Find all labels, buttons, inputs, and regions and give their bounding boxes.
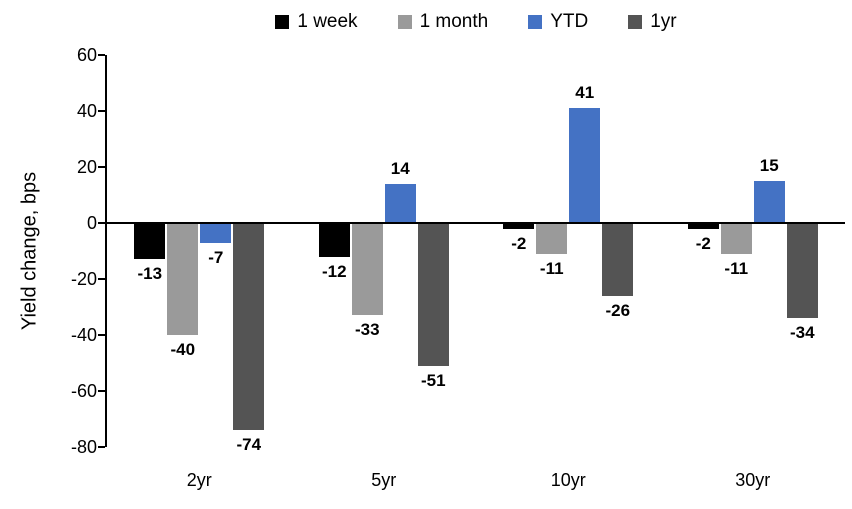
bar-1-month-10yr [536, 223, 568, 254]
bar-ytd-2yr [200, 223, 232, 243]
bar-1yr-10yr [602, 223, 634, 296]
bar-value-label: 15 [759, 156, 779, 175]
y-axis-tick [98, 390, 105, 392]
bar-1-month-5yr [351, 223, 383, 316]
legend-item-ytd: YTD [528, 11, 588, 33]
y-axis-tick [98, 54, 105, 56]
bar-value-label: -34 [789, 323, 815, 343]
bar-value-label: -51 [420, 370, 446, 390]
bar-ytd-5yr [384, 183, 416, 223]
legend-item-1-month: 1 month [397, 11, 489, 33]
legend-swatch-icon [397, 15, 412, 29]
bar-value-label: -7 [208, 247, 224, 267]
x-axis-category-label: 5yr [371, 470, 397, 490]
bar-value-label: -33 [354, 320, 380, 340]
bar-1-month-30yr [720, 223, 752, 254]
bar-1yr-30yr [786, 223, 818, 319]
bar-value-label: -11 [724, 258, 749, 278]
y-axis-tick-label: 40 [76, 101, 97, 121]
bar-value-label: -2 [695, 233, 711, 253]
y-axis-title: Yield change, bps [18, 171, 41, 331]
y-axis-tick [98, 446, 105, 448]
legend-swatch-icon [528, 15, 543, 29]
legend-label: YTD [550, 11, 589, 32]
x-axis-category-label: 30yr [735, 470, 771, 490]
y-axis-tick-label: -20 [70, 269, 97, 289]
bar-1-week-2yr [134, 223, 166, 260]
y-axis-tick-label: -60 [70, 381, 97, 401]
y-axis-tick [98, 278, 105, 280]
bar-value-label: -12 [321, 261, 347, 281]
bar-value-label: 14 [390, 158, 410, 178]
bar-value-label: -13 [137, 264, 163, 284]
bar-value-label: 41 [575, 83, 595, 103]
x-axis-category-label: 10yr [550, 470, 586, 490]
y-axis-tick-label: 0 [86, 213, 97, 233]
legend-item-1yr: 1yr [628, 11, 677, 33]
x-axis-zero-line [105, 222, 845, 224]
legend-label: 1yr [650, 11, 677, 32]
legend-swatch-icon [275, 15, 290, 29]
y-axis-tick [98, 166, 105, 168]
y-axis-tick-label: -80 [70, 437, 97, 457]
y-axis-tick-label: 60 [76, 45, 97, 65]
legend-item-1-week: 1 week [275, 11, 358, 33]
y-axis-line [105, 55, 107, 447]
bar-ytd-10yr [569, 108, 601, 223]
bar-1-month-2yr [167, 223, 199, 335]
y-axis-tick [98, 334, 105, 336]
y-axis-tick-label: -40 [70, 325, 97, 345]
bar-value-label: -11 [539, 258, 564, 278]
y-axis-tick [98, 222, 105, 224]
legend-label: 1 month [419, 11, 489, 32]
legend-label: 1 week [297, 11, 358, 32]
bar-1-week-30yr [687, 223, 719, 229]
bar-value-label: -74 [236, 435, 262, 455]
plot-area: 60 40 20 0 -20 -40 -60 -80 -13 -40 -7 -74 2yr -12 -33 1… [71, 45, 845, 490]
x-axis-category-label: 2yr [186, 470, 212, 490]
bar-1yr-5yr [417, 223, 449, 366]
bar-1yr-2yr [233, 223, 265, 431]
bar-value-label: -26 [605, 300, 631, 320]
bar-value-label: -2 [511, 233, 527, 253]
bar-1-week-5yr [318, 223, 350, 257]
bar-1-week-10yr [503, 223, 535, 229]
bar-value-label: -40 [170, 340, 196, 359]
legend-swatch-icon [628, 15, 643, 29]
bar-ytd-30yr [753, 181, 785, 223]
y-axis-tick-label: 20 [76, 157, 97, 177]
y-axis-tick [98, 110, 105, 112]
legend: 1 week 1 month YTD 1yr [107, 8, 845, 36]
